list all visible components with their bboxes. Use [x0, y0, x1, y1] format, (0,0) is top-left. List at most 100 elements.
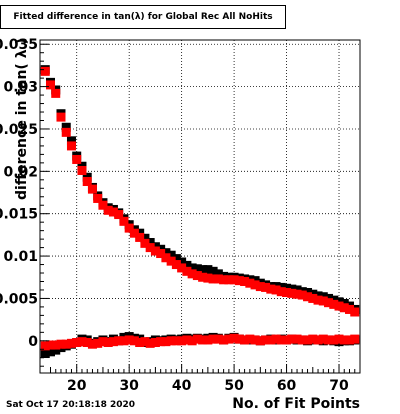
data-point	[145, 243, 155, 253]
data-point	[266, 335, 276, 345]
data-point	[45, 80, 55, 90]
x-tick-label: 40	[172, 378, 192, 394]
data-point	[292, 289, 302, 299]
data-point	[177, 257, 187, 267]
data-point	[261, 335, 271, 345]
data-point	[276, 287, 286, 297]
data-point	[182, 260, 192, 270]
data-point	[266, 284, 276, 294]
data-point	[103, 337, 113, 347]
data-point	[114, 210, 124, 220]
data-point	[51, 345, 61, 355]
data-point	[171, 254, 181, 264]
data-point	[303, 292, 313, 302]
data-point	[192, 264, 202, 274]
data-point	[161, 337, 171, 347]
data-point	[292, 334, 302, 344]
data-point	[145, 338, 155, 348]
x-tick-label: 30	[119, 378, 139, 394]
data-point	[276, 335, 286, 345]
data-point	[255, 336, 265, 346]
data-point	[150, 337, 160, 347]
data-point	[187, 263, 197, 273]
data-point	[87, 184, 97, 194]
data-point	[250, 280, 260, 290]
y-tick-label: 0.005	[0, 291, 38, 307]
data-point	[119, 336, 129, 346]
data-point	[213, 334, 223, 344]
data-point	[166, 336, 176, 346]
y-tick-label: 0.03	[3, 80, 38, 96]
data-point	[318, 334, 328, 344]
data-point	[119, 216, 129, 226]
x-tick-label: 60	[277, 378, 297, 394]
data-point	[40, 341, 50, 351]
data-point	[203, 273, 213, 283]
y-tick-label: 0	[28, 334, 38, 350]
data-point	[51, 88, 61, 98]
data-point	[108, 337, 118, 347]
data-point	[313, 335, 323, 345]
data-point	[234, 276, 244, 286]
data-point	[271, 285, 281, 295]
data-point	[324, 298, 334, 308]
data-point	[308, 293, 318, 303]
data-point	[98, 337, 108, 347]
data-point	[124, 335, 134, 345]
data-point	[140, 233, 150, 243]
data-point	[156, 249, 166, 259]
data-point	[45, 340, 55, 350]
data-point	[56, 112, 66, 122]
data-point	[245, 278, 255, 288]
data-point	[40, 66, 50, 76]
data-point	[282, 335, 292, 345]
data-point	[203, 335, 213, 345]
data-point	[329, 299, 339, 309]
data-point	[203, 265, 213, 275]
data-point	[318, 296, 328, 306]
data-point	[250, 335, 260, 345]
grid-lines	[40, 40, 360, 373]
data-point	[182, 266, 192, 276]
data-point	[98, 200, 108, 210]
data-point	[114, 336, 124, 346]
data-point	[282, 288, 292, 298]
chart-title: Fitted difference in tan(λ) for Global R…	[0, 5, 286, 29]
data-point	[313, 295, 323, 305]
data-point	[72, 337, 82, 347]
data-point	[129, 228, 139, 238]
axis-ticks: 20 30 40 50 60 70 0 0.005 0.01 0.015 0.02 0.025 0.03…	[0, 37, 356, 394]
y-axis-label: difference in tan( λ )	[14, 38, 30, 200]
data-point	[161, 248, 171, 258]
data-point	[72, 154, 82, 164]
data-point	[297, 335, 307, 345]
data-point	[187, 336, 197, 346]
data-point	[339, 303, 349, 313]
data-point	[161, 253, 171, 263]
data-point	[229, 333, 239, 343]
data-point	[297, 290, 307, 300]
data-point	[350, 307, 360, 317]
data-point	[245, 334, 255, 344]
y-tick-label: 0.015	[0, 207, 38, 223]
data-point	[213, 269, 223, 279]
data-point	[140, 337, 150, 347]
data-point	[308, 334, 318, 344]
data-point	[208, 266, 218, 276]
data-point	[192, 271, 202, 281]
data-point	[45, 347, 55, 357]
data-point	[339, 335, 349, 345]
data-point	[177, 263, 187, 273]
data-point	[213, 274, 223, 284]
data-point	[229, 275, 239, 285]
data-point	[135, 337, 145, 347]
data-point	[171, 336, 181, 346]
data-point	[77, 337, 87, 347]
y-tick-label: 0.025	[0, 122, 38, 138]
y-tick-label: 0.035	[0, 37, 38, 53]
data-point	[224, 275, 234, 285]
data-point	[66, 141, 76, 151]
data-point	[150, 246, 160, 256]
data-point	[82, 177, 92, 187]
data-point	[135, 232, 145, 242]
